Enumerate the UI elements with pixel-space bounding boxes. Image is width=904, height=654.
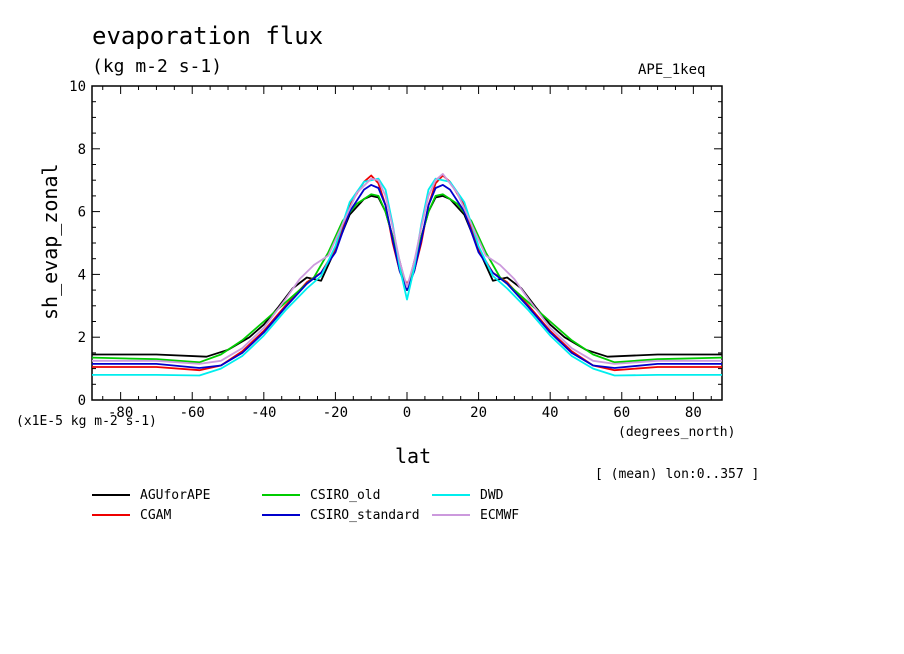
legend-swatch: [262, 494, 300, 496]
legend-label: DWD: [480, 487, 504, 503]
series-line-ecmwf: [92, 172, 722, 365]
plot-frame: [91, 85, 723, 401]
chart-title: evaporation flux: [92, 22, 324, 50]
legend-item: ECMWF: [432, 505, 519, 525]
series-line-csiro-standard: [92, 183, 722, 369]
legend-label: CGAM: [140, 507, 172, 523]
y-tick-label: 10: [69, 79, 86, 95]
experiment-identifier: APE_1keq: [638, 62, 706, 78]
y-tick-label: 8: [78, 142, 86, 158]
series-line-cgam: [92, 174, 722, 372]
x-tick-label: 80: [685, 405, 702, 421]
y-tick-label: 0: [78, 393, 86, 409]
legend-item: DWD: [432, 485, 503, 505]
x-tick-label: 60: [613, 405, 630, 421]
averaging-footnote: [ (mean) lon:0..357 ]: [595, 467, 760, 482]
legend-label: CSIRO_old: [310, 487, 381, 503]
y-tick-label: 2: [78, 330, 86, 346]
series-line-aguforape: [92, 194, 722, 358]
x-tick-label: -20: [323, 405, 348, 421]
x-tick-label: 40: [542, 405, 559, 421]
y-tick-label: 6: [78, 205, 86, 221]
legend-item: CSIRO_standard: [262, 505, 420, 525]
y-scale-note: (x1E-5 kg m-2 s-1): [16, 414, 157, 429]
legend-swatch: [92, 494, 130, 496]
x-tick-label: -40: [251, 405, 276, 421]
x-axis-label: lat: [395, 444, 432, 468]
y-tick-label: 4: [78, 267, 86, 283]
x-tick-label: 20: [470, 405, 487, 421]
legend-label: CSIRO_standard: [310, 507, 420, 523]
legend-swatch: [432, 514, 470, 516]
x-axis-units: (degrees_north): [618, 425, 736, 440]
legend-label: AGUforAPE: [140, 487, 211, 503]
x-tick-label: -60: [180, 405, 205, 421]
legend-swatch: [432, 494, 470, 496]
series-line-csiro-old: [91, 193, 723, 364]
chart-units: (kg m-2 s-1): [92, 56, 223, 77]
legend-item: AGUforAPE: [92, 485, 210, 505]
legend-swatch: [92, 514, 130, 516]
legend-swatch: [262, 514, 300, 516]
legend-item: CSIRO_old: [262, 485, 380, 505]
series-line-dwd: [92, 177, 722, 377]
x-tick-label: 0: [403, 405, 411, 421]
x-tick-label: -80: [108, 405, 133, 421]
legend-item: CGAM: [92, 505, 171, 525]
legend-label: ECMWF: [480, 507, 520, 523]
